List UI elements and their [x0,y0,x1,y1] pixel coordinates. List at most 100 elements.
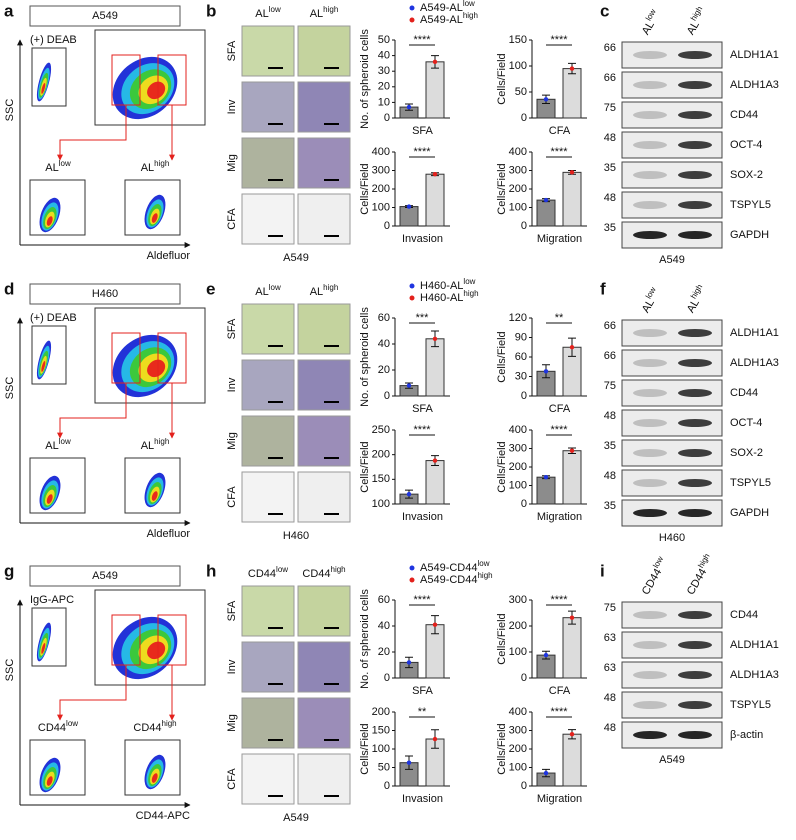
legend-label-sup: low [463,277,475,286]
y-tick-label: 100 [372,201,390,213]
y-tick-label: 150 [509,34,527,46]
column-label: ALlow [255,283,281,298]
mean-dot [406,760,412,765]
y-tick-label: 40 [378,620,390,632]
blot-band [678,671,712,679]
blot-band [633,701,667,709]
y-tick-label: 0 [521,780,527,792]
column-label-sup: low [269,283,281,292]
y-tick-label: 200 [372,449,390,461]
significance: **** [413,146,431,158]
blot-band [633,359,667,367]
y-axis-label: No. of spheroid cells [359,589,371,689]
y-axis-label: Cells/Field [359,163,371,214]
row-label: Mig [226,432,238,450]
column-label: ALhigh [310,283,339,298]
mean-dot [406,660,412,665]
protein-label: TSPYL5 [730,477,771,489]
gate-label-sup: high [154,437,169,446]
density [147,81,166,100]
y-tick-label: 10 [378,96,390,108]
y-axis-label: Cells/Field [359,723,371,774]
y-tick-label: 50 [515,86,527,98]
legend-label: H460-ALlow [420,277,476,292]
blot-band [678,201,712,209]
mean-dot [543,97,549,102]
molecular-weight: 63 [604,662,616,674]
caption: A549 [283,812,309,824]
axis-label: SSC [4,377,16,400]
blot-band [633,611,667,619]
lane-label-sup: low [644,7,658,22]
gate-label: ALlow [45,159,71,174]
y-tick-label: 200 [509,743,527,755]
bar [425,61,445,119]
y-tick-label: 0 [521,112,527,124]
caption: H460 [659,532,685,544]
panel-letter: e [206,279,215,298]
title-box [29,565,181,587]
y-tick-label: 30 [515,370,527,382]
blot-band [633,111,667,119]
micrograph [241,303,295,355]
mean-dot [432,59,438,65]
legend-label-base: A549-CD44 [420,562,477,574]
blot-band [633,329,667,337]
bar [562,617,582,679]
legend-label: H460-ALhigh [420,289,479,304]
molecular-weight: 75 [604,602,616,614]
gate-label: CD44low [38,719,78,734]
density [151,491,158,501]
x-axis-label: CFA [549,403,571,415]
gate-label-sup: high [154,159,169,168]
y-axis-label: Cells/Field [496,723,508,774]
protein-label: CD44 [730,609,758,621]
blot-band [678,81,712,89]
y-tick-label: 100 [509,201,527,213]
flow-title: A549 [92,570,118,582]
x-axis-label: SFA [412,125,433,137]
significance: ** [555,312,564,324]
lane-label-sup: high [689,5,704,23]
y-tick-label: 0 [521,220,527,232]
legend-dot [409,577,415,583]
legend-label-sup: low [463,0,475,8]
row-label: Inv [226,659,238,674]
panel-letter: b [206,1,216,20]
density [151,213,158,223]
blot-band [678,419,712,427]
y-tick-label: 100 [509,60,527,72]
y-tick-label: 0 [384,672,390,684]
blot-band [633,449,667,457]
bar [536,199,556,227]
mean-dot [543,474,549,480]
blot-band [678,329,712,337]
blot-band [678,51,712,59]
caption: A549 [283,252,309,264]
column-label-sup: high [323,283,338,292]
axis-label: CD44-APC [136,810,190,822]
protein-label: ALDH1A1 [730,639,779,651]
gate-label-sup: low [66,719,78,728]
column-label-base: CD44 [302,568,330,580]
legend-label-base: A549-CD44 [420,574,477,586]
bar [425,338,445,397]
y-tick-label: 400 [509,424,527,436]
caption: H460 [283,530,309,542]
legend-dot [409,283,415,289]
y-tick-label: 0 [384,390,390,402]
axis-label: Aldefluor [147,528,191,540]
caption: A549 [659,754,685,766]
molecular-weight: 75 [604,102,616,114]
gate-arrow [57,105,127,161]
y-tick-label: 20 [378,81,390,93]
row-label: SFA [226,600,238,621]
protein-label: ALDH1A1 [730,49,779,61]
y-tick-label: 120 [509,312,527,324]
y-axis-label: Cells/Field [496,163,508,214]
gate-label-base: AL [141,440,154,452]
mean-dot [432,172,438,177]
blot-band [678,141,712,149]
significance: **** [550,146,568,158]
lane-label-sup: high [689,283,704,301]
